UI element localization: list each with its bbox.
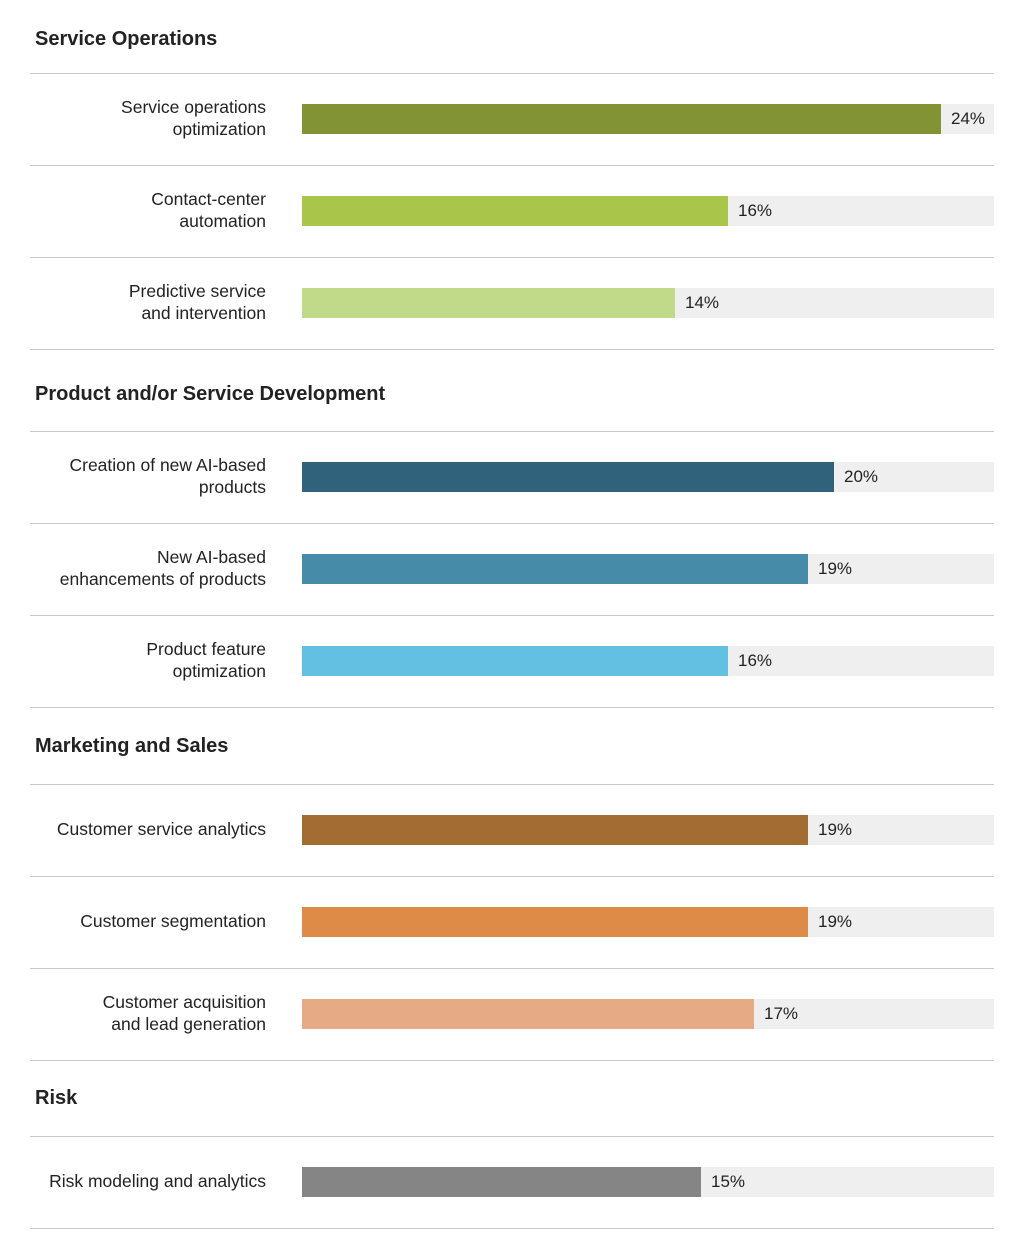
bar-label-line: Predictive service <box>128 281 266 301</box>
bar <box>302 288 675 318</box>
bar-track: 15% <box>302 1167 994 1197</box>
divider <box>30 257 994 258</box>
bar-track: 20% <box>302 462 994 492</box>
bar-label-line: Creation of new AI-based <box>69 455 266 475</box>
bar-track: 24% <box>302 104 994 134</box>
bar-value-label: 19% <box>818 912 853 931</box>
divider <box>30 784 994 785</box>
bar-label-line: New AI-based <box>157 547 266 567</box>
bar-label-line: Contact-center <box>151 189 266 209</box>
bar-label: Service operations optimization <box>16 96 266 140</box>
group-title: Risk <box>35 1087 78 1109</box>
bar-label-line: enhancements of products <box>59 569 266 589</box>
bar-track: 14% <box>302 288 994 318</box>
bar <box>302 1167 701 1197</box>
bar-value-label: 20% <box>844 467 879 486</box>
bar-track: 17% <box>302 999 994 1029</box>
divider <box>30 349 994 350</box>
group-title: Product and/or Service Development <box>35 383 386 405</box>
divider <box>30 876 994 877</box>
bar-track: 19% <box>302 907 994 937</box>
bar-label: New AI-based enhancements of products <box>16 546 266 590</box>
bar-value-label: 16% <box>738 201 773 220</box>
bar-label-line: Customer service analytics <box>56 819 266 839</box>
bar-track: 19% <box>302 554 994 584</box>
divider <box>30 73 994 74</box>
bar-label-line: and intervention <box>141 303 266 323</box>
divider <box>30 707 994 708</box>
bar <box>302 462 834 492</box>
bar-value-label: 19% <box>818 559 853 578</box>
bar-label-line: Product feature <box>146 639 266 659</box>
bar-label: Customer acquisition and lead generation <box>16 991 266 1035</box>
group-title: Service Operations <box>35 28 218 50</box>
bar-label-line: Risk modeling and analytics <box>49 1171 266 1191</box>
divider <box>30 431 994 432</box>
divider <box>30 615 994 616</box>
bar-value-label: 19% <box>818 820 853 839</box>
bar-label: Customer service analytics <box>16 818 266 840</box>
divider <box>30 968 994 969</box>
bar-track: 16% <box>302 646 994 676</box>
bar-label: Customer segmentation <box>16 910 266 932</box>
bar <box>302 999 754 1029</box>
bar <box>302 646 728 676</box>
bar-label: Creation of new AI-based products <box>16 454 266 498</box>
bar <box>302 815 808 845</box>
bar-label: Predictive service and intervention <box>16 280 266 324</box>
bar-label: Product feature optimization <box>16 638 266 682</box>
bar <box>302 907 808 937</box>
bar-label: Risk modeling and analytics <box>16 1170 266 1192</box>
divider <box>30 1228 994 1229</box>
divider <box>30 523 994 524</box>
bar <box>302 104 941 134</box>
bar-label-line: automation <box>179 211 266 231</box>
bar <box>302 196 728 226</box>
bar-label-line: optimization <box>172 119 266 139</box>
bar-track: 16% <box>302 196 994 226</box>
bar-value-label: 14% <box>685 293 720 312</box>
bar-label-line: products <box>198 477 266 497</box>
divider <box>30 1060 994 1061</box>
bar-label-line: Customer acquisition <box>102 992 266 1012</box>
bar-value-label: 24% <box>951 109 986 128</box>
group-title: Marketing and Sales <box>35 735 229 757</box>
bar-label-line: and lead generation <box>111 1014 266 1034</box>
bar-value-label: 16% <box>738 651 773 670</box>
divider <box>30 165 994 166</box>
divider <box>30 1136 994 1137</box>
bar-value-label: 15% <box>711 1172 746 1191</box>
bar-track: 19% <box>302 815 994 845</box>
bar-label-line: optimization <box>172 661 266 681</box>
bar-value-label: 17% <box>764 1004 799 1023</box>
bar-label-line: Service operations <box>121 97 266 117</box>
bar-label-line: Customer segmentation <box>80 911 266 931</box>
bar-label: Contact-center automation <box>16 188 266 232</box>
bar <box>302 554 808 584</box>
